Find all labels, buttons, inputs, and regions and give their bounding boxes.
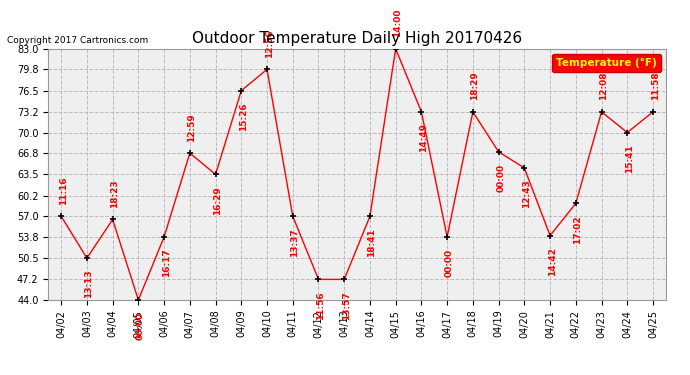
Text: 11:16: 11:16: [59, 176, 68, 205]
Text: 12:43: 12:43: [522, 180, 531, 208]
Text: 13:57: 13:57: [342, 291, 351, 320]
Text: 12:59: 12:59: [188, 113, 197, 141]
Text: 15:26: 15:26: [239, 102, 248, 131]
Text: 00:00: 00:00: [136, 312, 145, 340]
Text: 11:56: 11:56: [316, 291, 325, 320]
Text: 18:23: 18:23: [110, 179, 119, 208]
Text: 17:02: 17:02: [573, 215, 582, 244]
Text: 15:41: 15:41: [625, 144, 634, 173]
Text: 18:41: 18:41: [368, 228, 377, 256]
Text: 11:58: 11:58: [651, 72, 660, 100]
Text: 14:49: 14:49: [419, 123, 428, 153]
Text: 16:17: 16:17: [161, 249, 170, 277]
Text: Copyright 2017 Cartronics.com: Copyright 2017 Cartronics.com: [7, 36, 148, 45]
Text: 13:13: 13:13: [84, 270, 93, 298]
Text: 12:56: 12:56: [264, 29, 273, 58]
Text: 18:29: 18:29: [471, 72, 480, 100]
Text: 14:42: 14:42: [548, 247, 557, 276]
Legend: Temperature (°F): Temperature (°F): [551, 54, 660, 72]
Title: Outdoor Temperature Daily High 20170426: Outdoor Temperature Daily High 20170426: [192, 31, 522, 46]
Text: 16:29: 16:29: [213, 186, 222, 215]
Text: 00:00: 00:00: [444, 249, 454, 277]
Text: 14:00: 14:00: [393, 9, 402, 37]
Text: 00:00: 00:00: [496, 164, 505, 192]
Text: 12:08: 12:08: [599, 72, 608, 100]
Text: 13:37: 13:37: [290, 228, 299, 256]
